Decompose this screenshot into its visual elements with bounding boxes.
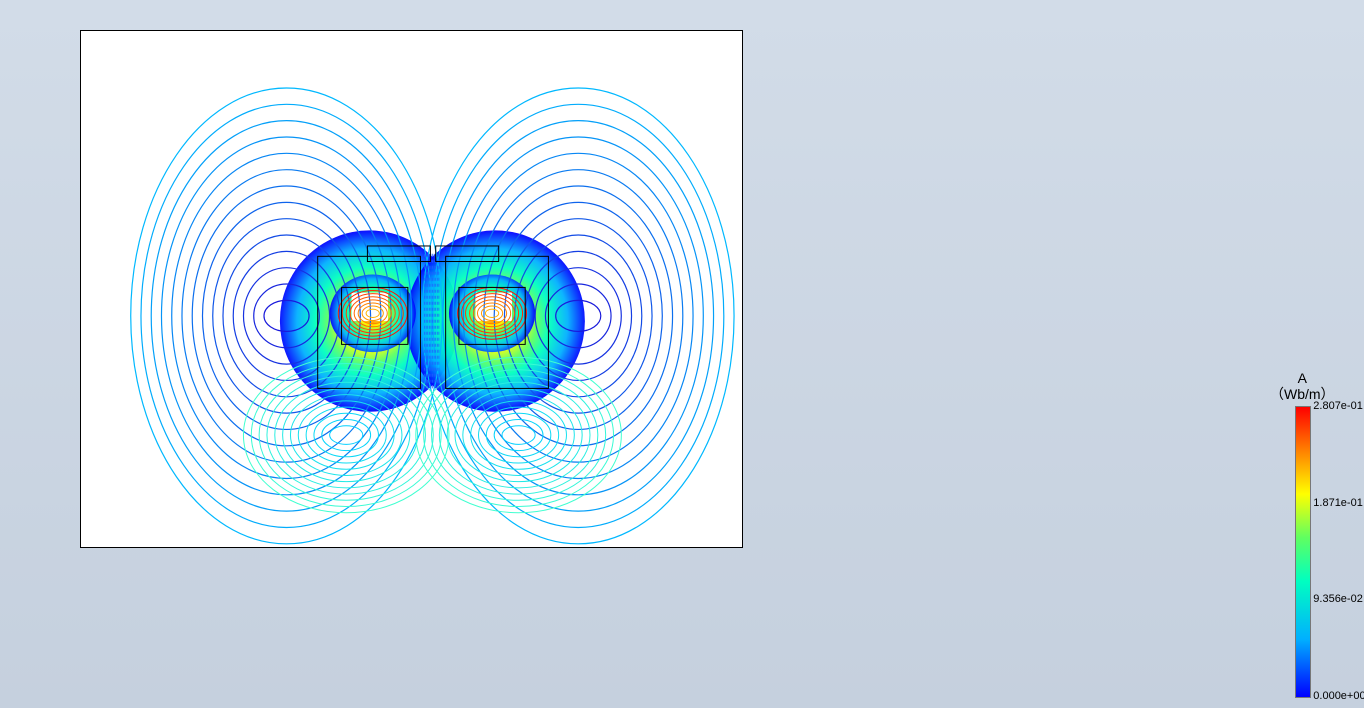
legend-tick: 1.871e-01 xyxy=(1309,497,1363,509)
color-legend: A （Wb/m） 2.807e-011.871e-019.356e-020.00… xyxy=(1270,370,1335,696)
legend-color-bar xyxy=(1295,406,1311,698)
legend-bar-wrap: 2.807e-011.871e-019.356e-020.000e+00 xyxy=(1295,406,1309,696)
viewport: { "viewport": { "width": 1364, "height":… xyxy=(0,0,1364,708)
legend-tick: 0.000e+00 xyxy=(1309,690,1364,702)
legend-tick: 9.356e-02 xyxy=(1309,593,1363,605)
contour-plot-svg xyxy=(81,31,744,549)
legend-title-symbol: A xyxy=(1270,370,1335,386)
contour-plot-frame xyxy=(80,30,743,548)
legend-tick: 2.807e-01 xyxy=(1309,400,1363,412)
